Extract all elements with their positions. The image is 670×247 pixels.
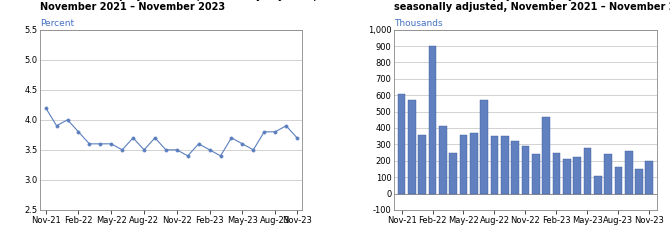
Bar — [429, 46, 436, 194]
Bar — [480, 100, 488, 194]
Bar — [553, 153, 560, 194]
Bar — [511, 141, 519, 194]
Bar — [563, 159, 571, 194]
Bar — [635, 169, 643, 194]
Bar — [470, 133, 478, 194]
Bar — [460, 135, 468, 194]
Bar — [521, 146, 529, 194]
Bar — [450, 153, 457, 194]
Bar — [490, 136, 498, 194]
Bar — [418, 135, 426, 194]
Bar — [542, 117, 550, 194]
Text: Percent: Percent — [40, 19, 74, 28]
Bar — [625, 151, 632, 194]
Text: Chart 1. Unemployment rate, seasonally adjusted,
November 2021 – November 2023: Chart 1. Unemployment rate, seasonally a… — [40, 0, 318, 12]
Bar — [439, 126, 447, 194]
Bar — [501, 136, 509, 194]
Bar — [594, 176, 602, 194]
Bar — [645, 161, 653, 194]
Text: Thousands: Thousands — [395, 19, 443, 28]
Bar — [614, 166, 622, 194]
Bar — [584, 148, 592, 194]
Bar — [574, 158, 581, 194]
Text: Chart 2. Nonfarm payroll employment over-the-month change,
seasonally adjusted, : Chart 2. Nonfarm payroll employment over… — [395, 0, 670, 12]
Bar — [408, 100, 415, 194]
Bar — [398, 94, 405, 194]
Bar — [604, 154, 612, 194]
Bar — [532, 154, 539, 194]
